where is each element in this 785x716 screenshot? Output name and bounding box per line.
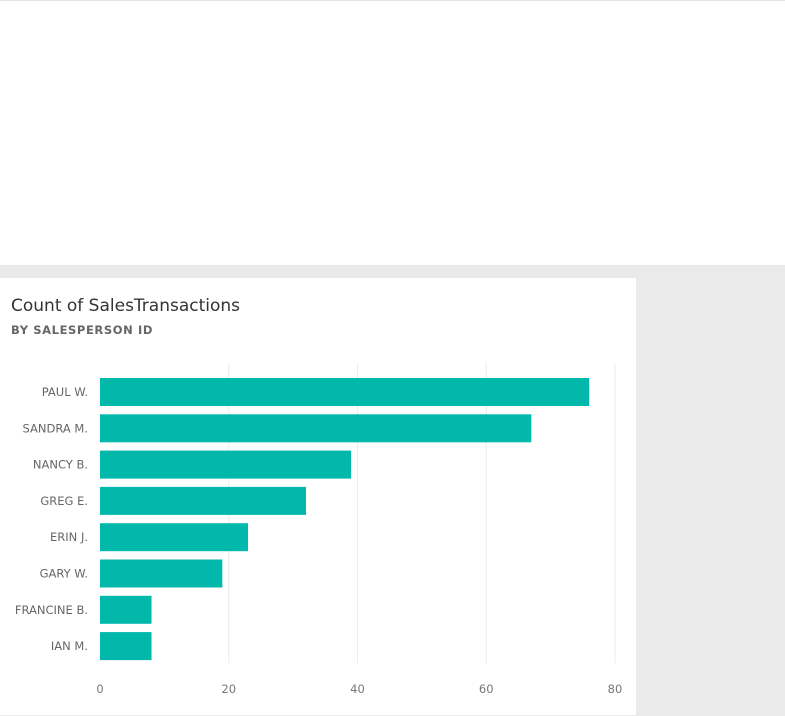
category-label: PAUL W. — [42, 385, 88, 399]
category-label: SANDRA M. — [23, 421, 88, 435]
bar[interactable] — [100, 632, 152, 661]
bar-chart-plot: 0 20 40 60 80 PAUL W. SANDRA M. NANCY B. GREG E.… — [15, 363, 623, 696]
x-tick-label: 40 — [350, 682, 365, 696]
x-tick-label: 80 — [608, 682, 623, 696]
category-label: ERIN J. — [50, 530, 88, 544]
bar[interactable] — [100, 595, 152, 624]
category-label: GARY W. — [40, 567, 88, 581]
chart-title: Count of SalesTransactions — [11, 296, 241, 316]
bar[interactable] — [100, 378, 590, 406]
bar[interactable] — [100, 523, 249, 552]
bar[interactable] — [100, 450, 352, 479]
x-tick-label: 20 — [221, 682, 236, 696]
x-tick-label: 0 — [96, 682, 103, 696]
empty-report-pane — [0, 0, 785, 265]
category-label: IAN M. — [51, 639, 88, 653]
chart-subtitle: BY SALESPERSON ID — [11, 323, 153, 337]
chart-card[interactable]: Count of SalesTransactions BY SALESPERSO… — [0, 278, 636, 715]
category-label: FRANCINE B. — [15, 603, 88, 617]
category-label: NANCY B. — [33, 458, 88, 472]
bar[interactable] — [100, 486, 306, 515]
bar[interactable] — [100, 414, 532, 443]
category-label: GREG E. — [40, 494, 88, 508]
x-tick-label: 60 — [479, 682, 494, 696]
bar[interactable] — [100, 559, 223, 588]
